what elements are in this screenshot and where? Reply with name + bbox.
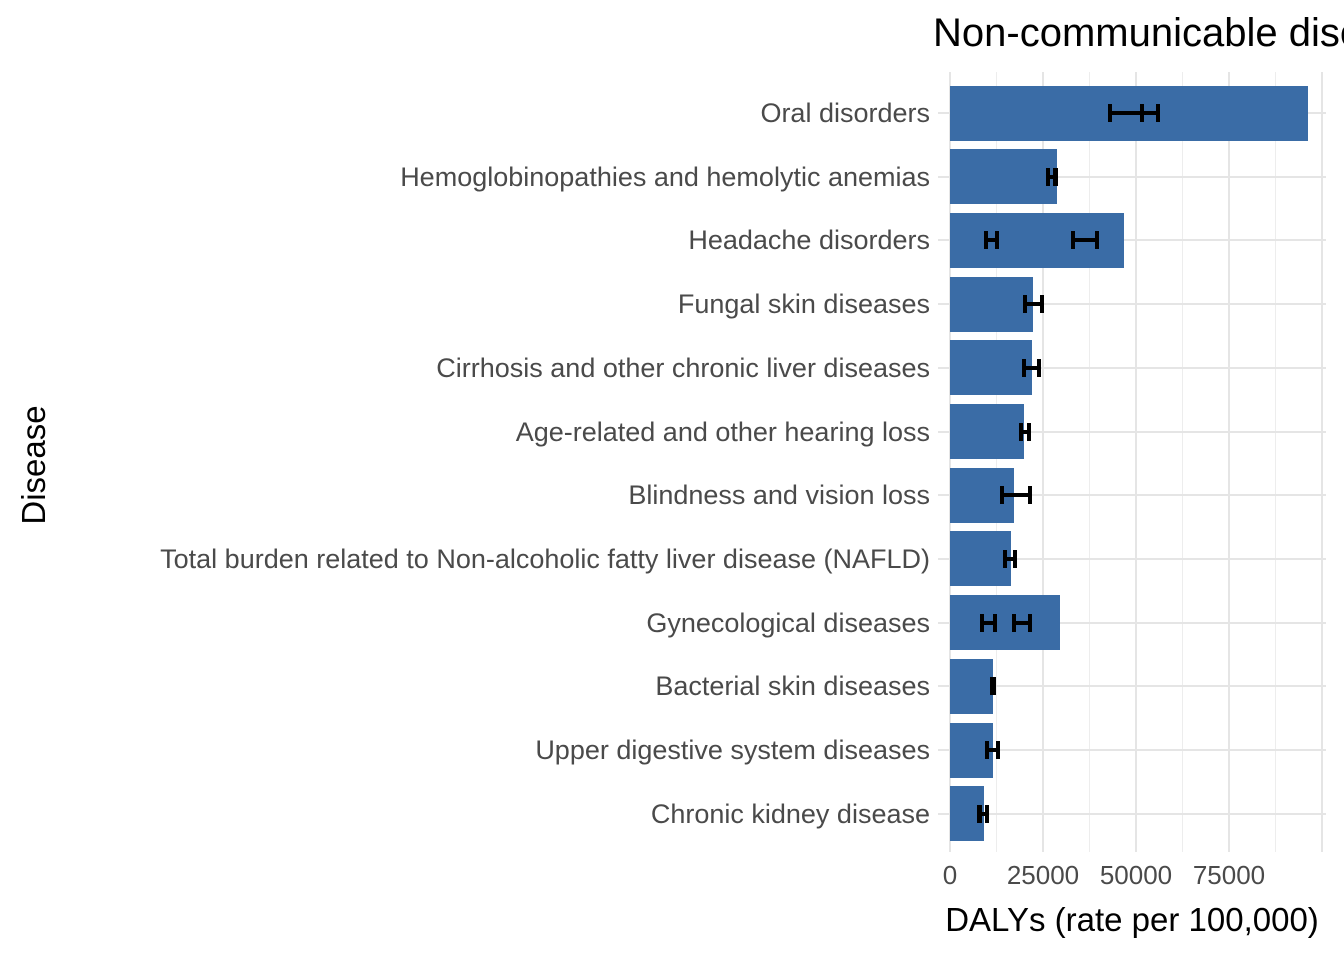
error-bar-cap	[1002, 549, 1008, 568]
gridline-major-y	[938, 303, 1326, 306]
gridline-minor	[1088, 72, 1091, 852]
error-bar-cap	[995, 741, 1001, 759]
error-bar-cap	[1026, 422, 1032, 441]
error-bar	[1141, 111, 1158, 115]
error-bar-cap	[1070, 231, 1076, 250]
gridline-major-y	[938, 239, 1326, 242]
bar	[950, 149, 1057, 205]
bar	[950, 340, 1032, 396]
error-bar-cap	[1094, 231, 1100, 250]
error-bar-cap	[983, 231, 989, 250]
gridline-major-y	[938, 685, 1326, 688]
gridline-major-y	[938, 366, 1326, 369]
category-label: Oral disorders	[760, 98, 930, 128]
bar	[950, 276, 1033, 332]
error-bar	[1073, 238, 1097, 243]
gridline-major	[1321, 72, 1323, 852]
gridline-major	[1042, 72, 1044, 852]
gridline-major-y	[938, 494, 1326, 497]
error-bar-cap	[984, 804, 990, 823]
gridline-major	[949, 72, 951, 852]
error-bar	[981, 620, 995, 625]
error-bar-cap	[1027, 486, 1033, 505]
category-label: Gynecological diseases	[646, 607, 930, 638]
error-bar-cap	[1011, 613, 1017, 632]
error-bar	[1109, 111, 1142, 115]
gridline-major-y	[938, 621, 1326, 624]
bar	[950, 404, 1025, 459]
gridline-major	[1228, 72, 1230, 852]
error-bar-cap	[992, 613, 998, 632]
error-bar-cap	[1012, 549, 1018, 568]
x-tick-label: 0	[942, 860, 958, 890]
error-bar	[986, 748, 998, 752]
gridline-major-y	[938, 749, 1326, 751]
bar	[950, 658, 994, 714]
error-bar-cap	[984, 741, 990, 759]
error-bar-cap	[999, 486, 1005, 505]
error-bar-cap	[994, 231, 1000, 250]
bar	[950, 595, 1061, 651]
error-bar	[979, 811, 987, 816]
category-label: Chronic kidney disease	[650, 798, 930, 829]
gridline-minor	[995, 72, 998, 852]
gridline-major	[1135, 72, 1137, 852]
error-bar	[1002, 493, 1030, 498]
category-label: Cirrhosis and other chronic liver diseas…	[436, 352, 930, 383]
error-bar-cap	[1027, 613, 1033, 632]
error-bar	[1047, 174, 1056, 179]
error-bar-cap	[1021, 358, 1027, 377]
category-label: Headache disorders	[688, 225, 930, 256]
error-bar-cap	[1107, 104, 1113, 122]
error-bar-cap	[979, 613, 985, 632]
error-bar-cap	[1155, 104, 1161, 122]
gridline-minor	[1274, 72, 1277, 852]
error-bar-cap	[1036, 358, 1042, 377]
bar	[950, 531, 1011, 587]
error-bar-cap	[1022, 295, 1028, 314]
gridline-major-y	[938, 430, 1326, 433]
category-label: Age-related and other hearing loss	[515, 416, 930, 447]
error-bar-cap	[977, 804, 982, 823]
x-tick-label: 75000	[1192, 860, 1266, 890]
gridline-major-y	[938, 175, 1326, 178]
x-tick-label: 50000	[1099, 860, 1173, 890]
error-bar-cap	[1045, 167, 1051, 186]
category-label: Hemoglobinopathies and hemolytic anemias	[400, 161, 930, 192]
error-bar	[1025, 302, 1042, 307]
error-bar	[1005, 556, 1016, 561]
error-bar	[1024, 365, 1039, 370]
category-label: Fungal skin diseases	[677, 289, 930, 320]
y-axis-title: Disease	[15, 405, 52, 525]
category-label: Blindness and vision loss	[628, 480, 930, 511]
gridline-minor	[1181, 72, 1184, 852]
gridline-major-y	[938, 812, 1326, 815]
error-bar-cap	[991, 677, 997, 696]
category-label: Total burden related to Non-alcoholic fa…	[160, 543, 930, 574]
error-bar-cap	[1039, 295, 1045, 314]
x-axis-title: DALYs (rate per 100,000)	[945, 901, 1319, 938]
error-bar	[1013, 620, 1030, 625]
plot-panel	[938, 72, 1326, 852]
error-bar	[986, 238, 997, 243]
error-bar-cap	[1139, 104, 1145, 122]
chart-title: Non-communicable diseases	[933, 11, 1344, 55]
category-label: Upper digestive system diseases	[535, 735, 930, 765]
x-tick-label: 25000	[1006, 860, 1080, 890]
error-bar-cap	[1053, 167, 1058, 186]
error-bar-cap	[1018, 422, 1024, 441]
gridline-major-y	[938, 557, 1326, 560]
error-bar	[1021, 429, 1029, 434]
category-label: Bacterial skin diseases	[655, 671, 930, 702]
